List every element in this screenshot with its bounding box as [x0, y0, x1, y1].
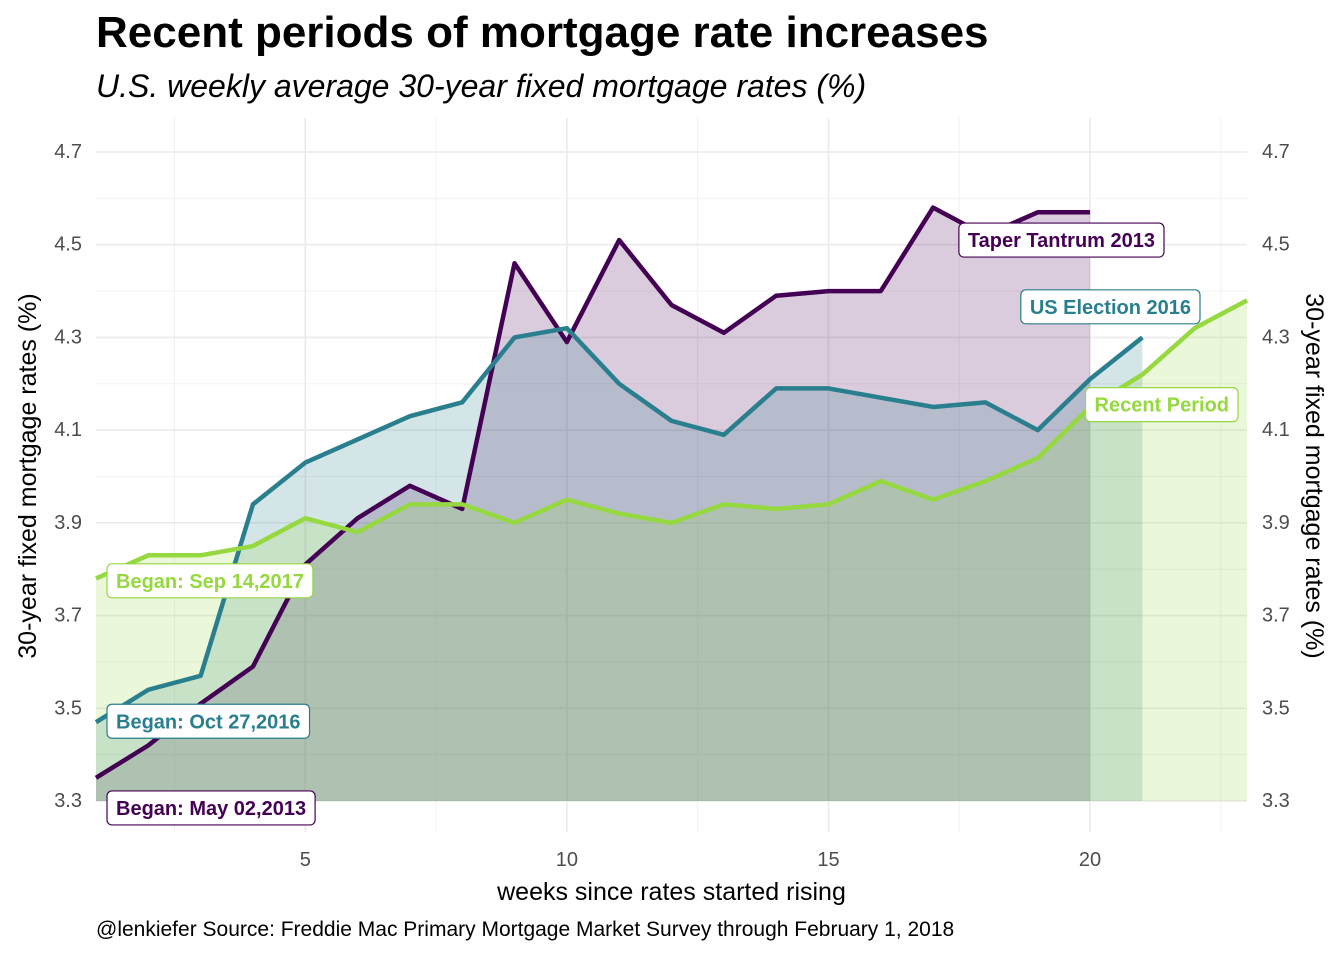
y-tick-label-left: 4.7: [54, 141, 82, 163]
label-layer: Began: May 02,2013 Began: Oct 27,2016 Bega…: [106, 222, 1239, 826]
start-label-election-text: Began: Oct 27,2016: [116, 711, 301, 733]
y-tick-label-right: 3.3: [1262, 790, 1290, 812]
x-tick-label: 10: [556, 849, 578, 871]
y-tick-label-left: 3.9: [54, 512, 82, 534]
y-tick-label-right: 3.5: [1262, 697, 1290, 719]
end-label-taper: Taper Tantrum 2013: [958, 222, 1165, 258]
line-recent: [95, 298, 1249, 581]
line-layer: [94, 205, 1249, 780]
end-label-election-box: [1020, 289, 1201, 325]
line-election: [94, 325, 1144, 725]
end-label-taper-box: [958, 222, 1165, 258]
y-tick-label-right: 4.5: [1262, 234, 1290, 256]
end-label-recent-text: Recent Period: [1095, 395, 1229, 417]
x-axis-title: weeks since rates started rising: [496, 878, 846, 906]
start-label-recent: Began: Sep 14,2017: [106, 563, 314, 599]
y-tick-label-left: 4.3: [54, 326, 82, 348]
y-tick-label-left: 3.3: [54, 790, 82, 812]
y-tick-label-left: 3.7: [54, 605, 82, 627]
end-label-recent: Recent Period: [1084, 387, 1239, 423]
line-taper: [94, 205, 1091, 780]
start-label-taper-text: Began: May 02,2013: [116, 798, 306, 820]
chart-subtitle: U.S. weekly average 30-year fixed mortga…: [96, 68, 867, 104]
y-tick-label-right: 4.1: [1262, 419, 1290, 441]
chart-title: Recent periods of mortgage rate increase…: [96, 8, 989, 57]
x-tick-label: 20: [1079, 849, 1101, 871]
y-tick-label-left: 4.5: [54, 234, 82, 256]
end-label-election-text: US Election 2016: [1030, 297, 1191, 319]
source-caption: @lenkiefer Source: Freddie Mac Primary M…: [96, 918, 955, 941]
start-label-taper-box: [106, 790, 316, 826]
end-label-taper-text: Taper Tantrum 2013: [968, 230, 1155, 252]
start-label-election-box: [106, 703, 311, 739]
end-label-election: US Election 2016: [1020, 289, 1201, 325]
y-axis-title-right: 30-year fixed mortgage rates (%): [1300, 293, 1328, 658]
y-tick-label-right: 4.3: [1262, 326, 1290, 348]
y-tick-label-right: 3.9: [1262, 512, 1290, 534]
start-label-recent-box: [106, 563, 314, 599]
y-tick-label-right: 4.7: [1262, 141, 1290, 163]
end-label-recent-box: [1084, 387, 1239, 423]
y-tick-label-left: 3.5: [54, 697, 82, 719]
y-tick-label-left: 4.1: [54, 419, 82, 441]
y-tick-label-right: 3.7: [1262, 605, 1290, 627]
x-tick-label: 5: [300, 849, 311, 871]
start-label-election: Began: Oct 27,2016: [106, 703, 311, 739]
area-election: [96, 328, 1143, 801]
area-recent: [96, 300, 1247, 801]
x-tick-label: 15: [817, 849, 839, 871]
start-label-taper: Began: May 02,2013: [106, 790, 316, 826]
axis-layer: 5 10 15 20 3.3 3.3 3.5 3.5 3.7 3.7 3.9 3.9 4.1 4.1 4.3…: [14, 141, 1328, 906]
start-label-recent-text: Began: Sep 14,2017: [116, 571, 304, 593]
y-axis-title-left: 30-year fixed mortgage rates (%): [14, 293, 42, 658]
